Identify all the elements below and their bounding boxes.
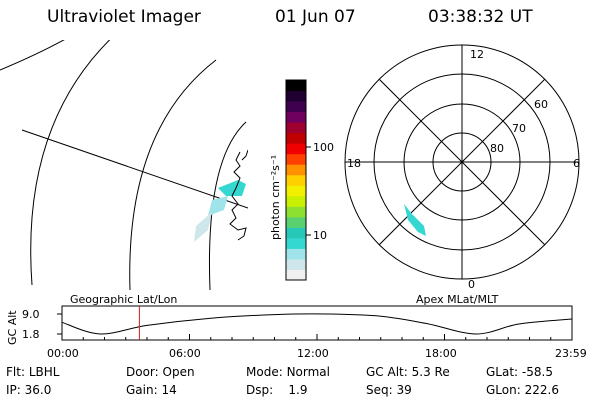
aurora-patch xyxy=(404,204,426,236)
colorbar-cell xyxy=(286,185,306,197)
mlat-label-70: 70 xyxy=(512,122,526,135)
colorbar-cell xyxy=(286,80,306,92)
colorbar-cell xyxy=(286,195,306,207)
altitude-ylabel: GC Alt xyxy=(6,310,19,345)
longitude-line xyxy=(21,129,248,209)
altitude-plot: 9.0 1.8 GC Alt 00:00 06:00 12:00 18:00 2… xyxy=(6,305,587,360)
mlt-label-0: 0 xyxy=(468,278,475,291)
colorbar-cell xyxy=(286,206,306,218)
colorbar-cell xyxy=(286,237,306,249)
colorbar-cell xyxy=(286,153,306,165)
mlt-label-12: 12 xyxy=(470,48,484,61)
colorbar-tick-10: 10 xyxy=(313,229,327,242)
colorbar-cell xyxy=(286,111,306,123)
info-mode: Mode: Normal xyxy=(246,365,330,379)
info-door: Door: Open xyxy=(126,365,195,379)
geographic-label: Geographic Lat/Lon xyxy=(70,293,177,306)
latitude-arc-4 xyxy=(209,121,247,290)
colorbar-cell xyxy=(286,216,306,228)
colorbar-cell xyxy=(286,90,306,102)
xtick-label-2359: 23:59 xyxy=(555,347,587,360)
xtick-label-1800: 18:00 xyxy=(425,347,457,360)
geographic-map xyxy=(0,40,248,290)
mlt-label-18: 18 xyxy=(347,157,361,170)
info-seq: Seq: 39 xyxy=(366,383,412,397)
colorbar-tick-100: 100 xyxy=(313,141,334,154)
info-ip: IP: 36.0 xyxy=(6,383,52,397)
aurora-patch xyxy=(218,180,246,196)
info-gain: Gain: 14 xyxy=(126,383,177,397)
latitude-arc-1 xyxy=(0,40,65,71)
aurora-patch xyxy=(194,212,212,242)
xtick-label-1200: 12:00 xyxy=(297,347,329,360)
colorbar-frame xyxy=(285,79,307,281)
colorbar-cell xyxy=(286,258,306,270)
latitude-arc-2 xyxy=(30,40,111,286)
colorbar-cell xyxy=(286,101,306,113)
aurora-patch xyxy=(208,196,228,216)
colorbar-cell xyxy=(286,143,306,155)
xtick-label-0600: 06:00 xyxy=(169,347,201,360)
mlt-label-6: 6 xyxy=(573,157,580,170)
colorbar-cell xyxy=(286,227,306,239)
colorbar-cell xyxy=(286,248,306,260)
polar-plot: 12 18 6 0 60 70 80 xyxy=(344,44,580,291)
apex-label: Apex MLat/MLT xyxy=(416,293,499,306)
observation-time: 03:38:32 UT xyxy=(428,7,533,27)
info-filter: Flt: LBHL xyxy=(6,365,60,379)
colorbar-cell xyxy=(286,269,306,281)
orbit-altitude-curve xyxy=(61,313,573,335)
colorbar-cell xyxy=(286,164,306,176)
mlat-label-60: 60 xyxy=(534,98,548,111)
coastline xyxy=(241,149,248,161)
colorbar-cell xyxy=(286,122,306,134)
info-dsp: Dsp: 1.9 xyxy=(246,383,308,397)
info-gc-alt: GC Alt: 5.3 Re xyxy=(366,365,450,379)
info-glat: GLat: -58.5 xyxy=(486,365,553,379)
info-glon: GLon: 222.6 xyxy=(486,383,559,397)
ytick-label-1_8: 1.8 xyxy=(22,328,40,341)
latitude-arc-3 xyxy=(129,59,217,290)
instrument-title: Ultraviolet Imager xyxy=(47,7,201,27)
xtick-label-0000: 00:00 xyxy=(47,347,79,360)
colorbar-cell xyxy=(286,132,306,144)
observation-date: 01 Jun 07 xyxy=(275,7,356,27)
mlat-label-80: 80 xyxy=(490,142,504,155)
colorbar-cell xyxy=(286,174,306,186)
coastline xyxy=(229,151,247,241)
ytick-label-9: 9.0 xyxy=(22,308,40,321)
colorbar-label: photon cm⁻²s⁻¹ xyxy=(269,155,282,240)
meridian-diagonal xyxy=(378,78,546,246)
colorbar: 100 10 photon cm⁻²s⁻¹ xyxy=(269,79,334,281)
